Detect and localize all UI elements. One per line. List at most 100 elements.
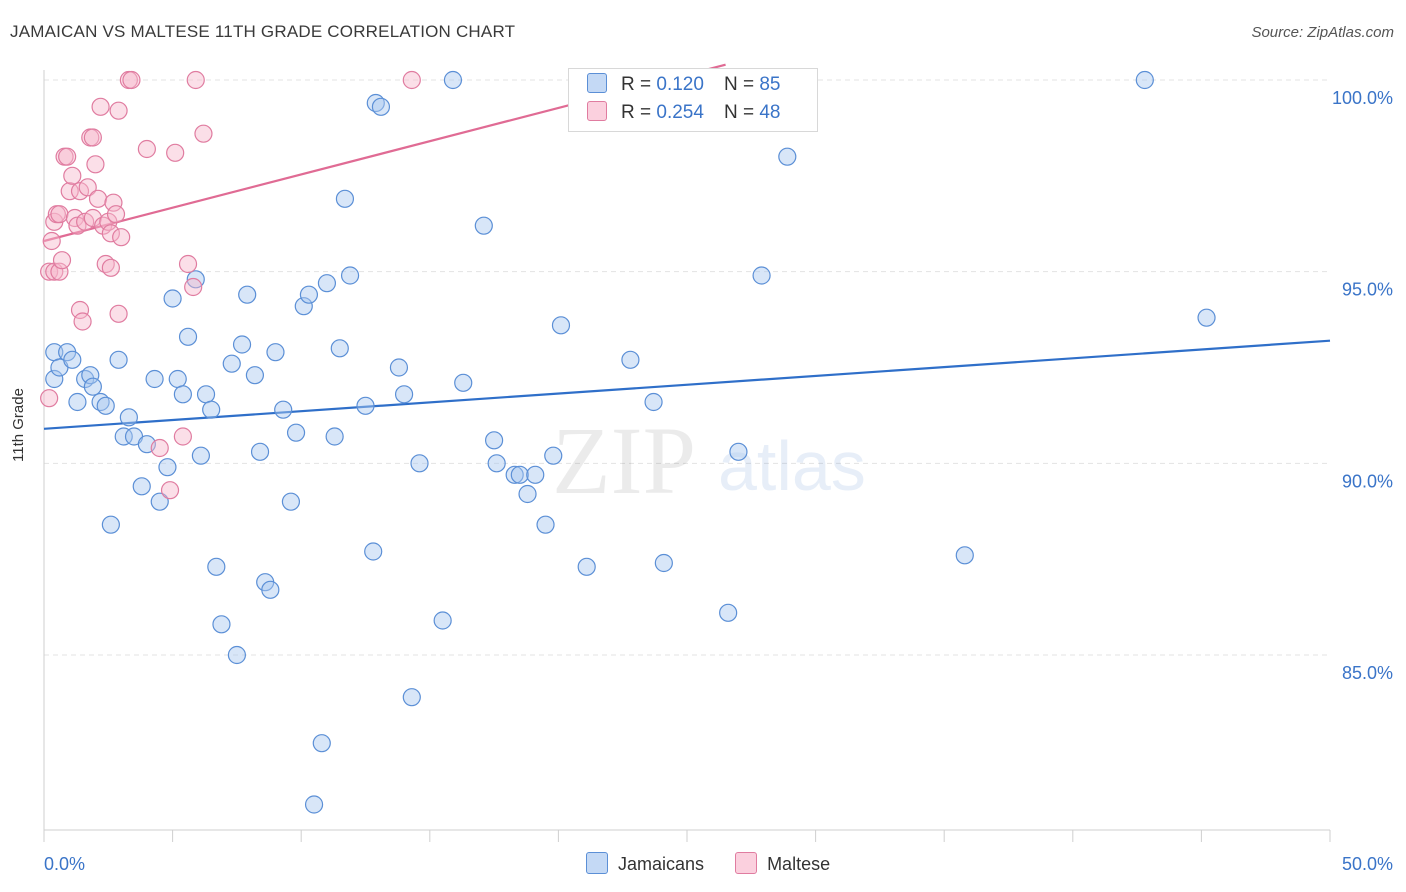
maltese-point <box>104 193 123 212</box>
jamaicans-point <box>719 603 738 622</box>
jamaicans-point <box>729 442 748 461</box>
jamaicans-trendline <box>43 339 1331 430</box>
chart-title: JAMAICAN VS MALTESE 11TH GRADE CORRELATI… <box>10 22 516 41</box>
jamaicans-point <box>312 734 331 753</box>
jamaicans-point <box>202 400 221 419</box>
jamaicans-point <box>955 546 974 565</box>
jamaicans-point <box>454 373 473 392</box>
jamaicans-point <box>101 515 120 534</box>
maltese-point <box>150 438 169 458</box>
maltese-point <box>101 258 120 277</box>
maltese-point <box>52 251 72 270</box>
legend-label-jamaicans: Jamaicans <box>618 854 705 874</box>
r-value: 0.254 <box>656 102 704 123</box>
x-tick-label: 0.0% <box>44 854 85 874</box>
maltese-point <box>99 212 118 231</box>
jamaicans-point <box>402 688 421 707</box>
legend-item-jamaicans[interactable]: Jamaicans <box>586 852 704 875</box>
jamaicans-point <box>294 297 313 316</box>
jamaicans-point <box>245 366 265 385</box>
maltese-point <box>402 70 421 90</box>
jamaicans-point <box>212 615 231 634</box>
jamaicans-point <box>45 369 64 389</box>
jamaicans-point <box>325 427 344 446</box>
maltese-point <box>70 300 90 320</box>
jamaicans-point <box>81 366 100 385</box>
maltese-point <box>122 70 141 90</box>
maltese-point <box>42 231 61 251</box>
jamaicans-point <box>96 396 115 415</box>
jamaicans-point <box>196 385 216 404</box>
maltese-point <box>109 304 128 323</box>
jamaicans-point <box>222 354 241 373</box>
jamaicans-point <box>505 465 524 484</box>
legend-item-maltese[interactable]: Maltese <box>735 852 830 875</box>
maltese-point <box>88 189 108 208</box>
jamaicans-point <box>317 274 337 293</box>
jamaicans-point <box>304 795 324 814</box>
jamaicans-point <box>299 285 319 304</box>
jamaicans-point <box>286 423 306 442</box>
jamaicans-point <box>191 446 210 465</box>
jamaicans-point <box>544 446 563 465</box>
jamaicans-point <box>232 335 252 354</box>
maltese-point <box>40 262 59 281</box>
jamaicans-point <box>433 611 452 630</box>
stats-legend-row-maltese: R = 0.254 N = 48 <box>587 101 780 127</box>
watermark-zip: ZIP <box>552 407 696 514</box>
maltese-point <box>58 147 77 166</box>
jamaicans-point <box>178 327 198 346</box>
jamaicans-point <box>485 431 504 450</box>
y-tick-label: 90.0% <box>1342 471 1393 491</box>
maltese-point <box>101 224 120 243</box>
jamaicans-point <box>281 492 301 511</box>
n-label: N = <box>723 102 755 123</box>
jamaicans-point <box>778 147 797 166</box>
maltese-point <box>186 70 205 90</box>
jamaicans-point <box>330 339 349 358</box>
jamaicans-point <box>577 557 596 576</box>
jamaicans-point <box>551 316 571 335</box>
jamaicans-point <box>266 343 285 362</box>
jamaicans-point <box>335 189 355 208</box>
jamaicans-point <box>340 266 360 285</box>
jamaicans-point <box>173 385 192 404</box>
jamaicans-point <box>68 392 87 412</box>
maltese-point <box>178 254 198 274</box>
jamaicans-point <box>654 553 673 573</box>
jamaicans-point <box>150 492 169 511</box>
jamaicans-point <box>207 557 226 576</box>
jamaicans-point <box>168 369 187 389</box>
maltese-point <box>40 389 59 408</box>
jamaicans-point <box>510 465 529 484</box>
jamaicans-point <box>1197 308 1216 327</box>
jamaicans-point <box>274 400 293 419</box>
jamaicans-point <box>389 358 409 377</box>
maltese-point <box>91 97 110 116</box>
maltese-swatch <box>587 101 607 121</box>
jamaicans-point <box>536 515 555 534</box>
maltese-point <box>160 481 180 500</box>
n-value: 85 <box>759 74 781 95</box>
maltese-point <box>86 155 105 174</box>
jamaicans-point <box>132 477 151 496</box>
jamaicans-point <box>227 645 246 665</box>
jamaicans-point <box>518 484 537 504</box>
y-tick-label: 100.0% <box>1332 88 1393 108</box>
jamaicans-point <box>371 97 391 116</box>
maltese-point <box>106 205 126 224</box>
maltese-point <box>194 124 213 143</box>
maltese-point <box>137 139 156 159</box>
jamaicans-point <box>487 454 506 473</box>
stats-legend-row-jamaicans: R = 0.120 N = 85 <box>587 73 780 99</box>
y-tick-label: 95.0% <box>1342 280 1393 300</box>
r-label: R = <box>621 74 652 95</box>
jamaicans-point <box>158 458 177 477</box>
maltese-point <box>184 277 203 297</box>
r-value: 0.120 <box>656 74 704 95</box>
maltese-point <box>50 262 69 281</box>
jamaicans-point <box>145 369 164 389</box>
jamaicans-point <box>621 350 640 369</box>
jamaicans-point <box>163 289 182 308</box>
jamaicans-point <box>63 350 82 369</box>
